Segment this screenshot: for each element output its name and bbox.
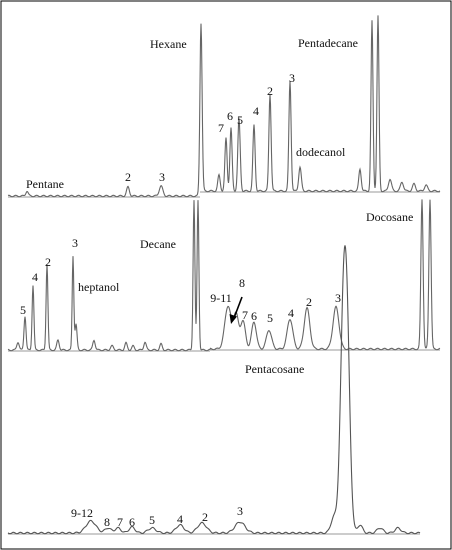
- peak-label: 9-12: [71, 506, 93, 520]
- peak-label: 5: [237, 113, 243, 127]
- peak-label: 7: [117, 515, 123, 529]
- chromatogram-trace: [7, 15, 441, 198]
- peak-label: 3: [289, 71, 295, 85]
- peak-label: 6: [227, 109, 233, 123]
- label-dodecanol: dodecanol: [296, 145, 346, 159]
- label-heptanol: heptanol: [78, 280, 120, 294]
- peak-label: 4: [253, 104, 259, 118]
- chromatogram-trace: [7, 199, 441, 352]
- peak-8-arrow: [229, 296, 243, 324]
- peak-label: 2: [45, 255, 51, 269]
- label-decane: Decane: [140, 237, 176, 251]
- peak-label: 3: [72, 236, 78, 250]
- label-pentacosane: Pentacosane: [245, 362, 304, 376]
- peak-label: 3: [237, 504, 243, 518]
- peak-label: 2: [202, 510, 208, 524]
- peak-label: 5: [20, 303, 26, 317]
- peak-label: 7: [218, 121, 224, 135]
- peak-label: 4: [288, 306, 294, 320]
- peak-label: 8: [239, 276, 245, 290]
- label-pentane: Pentane: [26, 177, 64, 191]
- peak-label: 3: [159, 170, 165, 184]
- peak-label: 7: [242, 308, 248, 322]
- peak-label: 2: [306, 295, 312, 309]
- peak-label: 2: [125, 170, 131, 184]
- label-docosane: Docosane: [366, 210, 413, 224]
- peak-label: 8: [104, 515, 110, 529]
- chromatogram-trace: [7, 245, 421, 535]
- label-hexane: Hexane: [150, 37, 187, 51]
- peak-label: 6: [251, 309, 257, 323]
- peak-label: 4: [177, 512, 183, 526]
- peak-label: 9-11: [210, 291, 232, 305]
- peak-label: 4: [32, 270, 38, 284]
- label-pentadecane: Pentadecane: [298, 36, 358, 50]
- peak-label: 6: [129, 515, 135, 529]
- peak-label: 3: [335, 291, 341, 305]
- peak-label: 5: [267, 311, 273, 325]
- chromatogram-bottom-panel: 9-128 7 6 5 4 2 3: [7, 245, 421, 535]
- peak-label: 5: [149, 513, 155, 527]
- peak-label: 2: [267, 84, 273, 98]
